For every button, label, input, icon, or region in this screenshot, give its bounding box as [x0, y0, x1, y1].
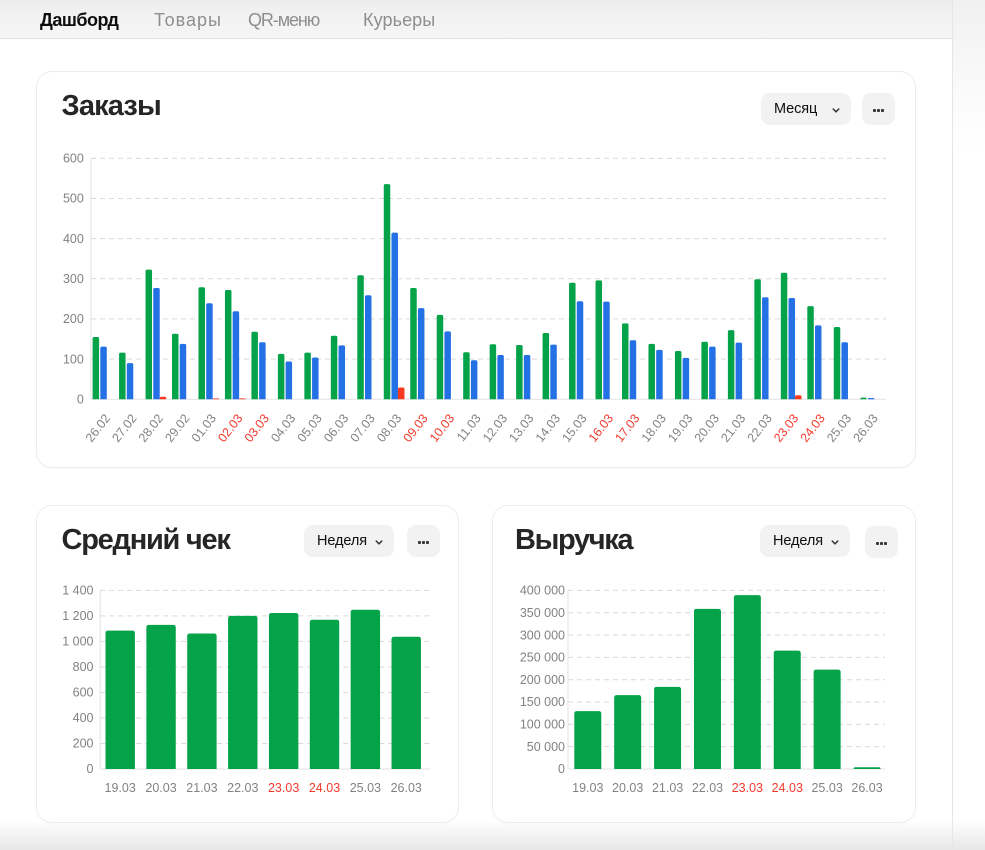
svg-text:20.03: 20.03 [612, 781, 643, 795]
svg-text:21.03: 21.03 [652, 781, 683, 795]
svg-text:24.03: 24.03 [772, 781, 803, 795]
svg-text:06.03: 06.03 [321, 411, 351, 444]
svg-text:200: 200 [73, 737, 94, 751]
svg-text:0: 0 [87, 762, 94, 776]
svg-text:18.03: 18.03 [639, 411, 669, 444]
svg-text:400: 400 [73, 711, 94, 725]
svg-text:100 000: 100 000 [520, 718, 565, 732]
svg-text:400 000: 400 000 [520, 584, 565, 598]
svg-text:27.02: 27.02 [109, 411, 139, 444]
svg-text:21.03: 21.03 [186, 781, 217, 795]
svg-text:600: 600 [63, 152, 84, 166]
svg-text:150 000: 150 000 [520, 695, 565, 709]
svg-text:1 200: 1 200 [62, 609, 93, 623]
svg-text:600: 600 [73, 686, 94, 700]
svg-text:400: 400 [63, 232, 84, 246]
svg-text:15.03: 15.03 [559, 411, 589, 444]
svg-text:03.03: 03.03 [242, 411, 272, 444]
svg-text:23.03: 23.03 [732, 781, 763, 795]
svg-text:29.02: 29.02 [162, 411, 192, 444]
svg-text:22.03: 22.03 [227, 781, 258, 795]
svg-text:19.03: 19.03 [665, 411, 695, 444]
svg-text:22.03: 22.03 [692, 781, 723, 795]
svg-text:25.03: 25.03 [811, 781, 842, 795]
svg-text:07.03: 07.03 [348, 411, 378, 444]
svg-text:26.03: 26.03 [391, 781, 422, 795]
svg-text:26.03: 26.03 [851, 781, 882, 795]
svg-text:20.03: 20.03 [692, 411, 722, 444]
svg-text:21.03: 21.03 [718, 411, 748, 444]
svg-text:02.03: 02.03 [215, 411, 245, 444]
svg-text:250 000: 250 000 [520, 651, 565, 665]
svg-text:1 400: 1 400 [62, 584, 93, 598]
svg-text:22.03: 22.03 [745, 411, 775, 444]
svg-text:10.03: 10.03 [427, 411, 457, 444]
svg-text:24.03: 24.03 [798, 411, 828, 444]
svg-text:08.03: 08.03 [374, 411, 404, 444]
svg-text:25.03: 25.03 [350, 781, 381, 795]
svg-text:500: 500 [63, 192, 84, 206]
svg-text:800: 800 [73, 660, 94, 674]
svg-text:26.03: 26.03 [851, 411, 881, 444]
svg-text:23.03: 23.03 [268, 781, 299, 795]
svg-text:12.03: 12.03 [480, 411, 510, 444]
svg-text:300: 300 [63, 272, 84, 286]
svg-text:28.02: 28.02 [136, 411, 166, 444]
svg-text:300 000: 300 000 [520, 628, 565, 642]
svg-text:0: 0 [77, 392, 84, 406]
svg-text:23.03: 23.03 [771, 411, 801, 444]
svg-text:19.03: 19.03 [572, 781, 603, 795]
svg-text:50 000: 50 000 [527, 740, 565, 754]
svg-text:20.03: 20.03 [145, 781, 176, 795]
svg-text:04.03: 04.03 [268, 411, 298, 444]
svg-text:1 000: 1 000 [62, 635, 93, 649]
svg-text:09.03: 09.03 [401, 411, 431, 444]
svg-text:19.03: 19.03 [105, 781, 136, 795]
svg-text:0: 0 [558, 762, 565, 776]
svg-text:01.03: 01.03 [189, 411, 219, 444]
svg-text:26.02: 26.02 [83, 411, 113, 444]
svg-text:200 000: 200 000 [520, 673, 565, 687]
svg-text:100: 100 [63, 352, 84, 366]
svg-text:350 000: 350 000 [520, 606, 565, 620]
svg-text:25.03: 25.03 [824, 411, 854, 444]
svg-text:17.03: 17.03 [612, 411, 642, 444]
svg-text:13.03: 13.03 [506, 411, 536, 444]
svg-text:14.03: 14.03 [533, 411, 563, 444]
svg-text:24.03: 24.03 [309, 781, 340, 795]
svg-text:05.03: 05.03 [295, 411, 325, 444]
svg-text:200: 200 [63, 312, 84, 326]
svg-text:16.03: 16.03 [586, 411, 616, 444]
svg-text:11.03: 11.03 [454, 411, 484, 444]
